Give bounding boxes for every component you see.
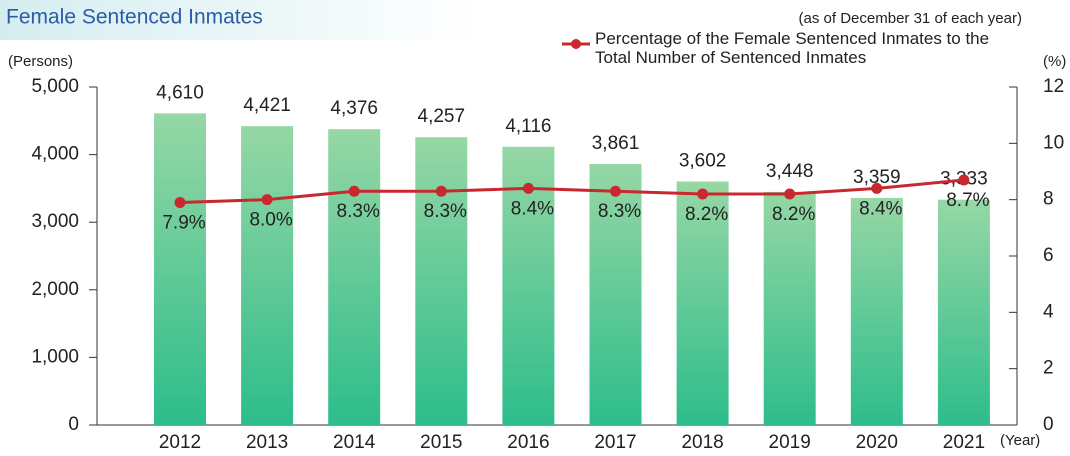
y-tick-label: 3,000 [31,211,79,232]
subtitle: (as of December 31 of each year) [799,10,1022,27]
bar [676,181,729,425]
line-marker [784,188,796,200]
legend-marker [571,39,581,49]
y2-axis-label: (%) [1043,53,1066,70]
y2-tick-label: 12 [1043,76,1064,97]
x-tick-label: 2019 [769,432,811,453]
bar [850,197,903,425]
y2-tick-label: 10 [1043,132,1064,153]
bar-value-label: 4,257 [418,106,466,127]
y-tick-label: 1,000 [31,346,79,367]
line-marker [348,185,360,197]
bar-value-label: 4,610 [156,82,204,103]
y-axis-label: (Persons) [8,53,73,70]
x-tick-label: 2015 [420,432,462,453]
y2-tick-label: 0 [1043,414,1054,435]
y-tick-label: 2,000 [31,279,79,300]
bar-value-label: 3,861 [592,133,640,154]
legend-text: Percentage of the Female Sentenced Inmat… [595,29,990,67]
bar-value-label: 4,376 [330,98,378,119]
line-marker [261,194,273,206]
line-marker [435,185,447,197]
line-value-label: 8.3% [598,201,641,222]
bar [328,129,381,425]
bar-value-label: 3,359 [853,167,901,188]
y-tick-label: 5,000 [31,76,79,97]
bar-value-label: 3,602 [679,151,727,172]
y-tick-label: 0 [68,414,79,435]
y2-tick-label: 4 [1043,301,1054,322]
line-value-label: 8.3% [424,201,467,222]
chart-title: Female Sentenced Inmates [6,6,263,29]
line-value-label: 8.4% [511,198,554,219]
y2-tick-label: 8 [1043,189,1054,210]
y2-tick-label: 2 [1043,358,1054,379]
line-value-label: 8.4% [859,198,902,219]
x-tick-label: 2017 [594,432,636,453]
line-value-label: 8.2% [772,204,815,225]
line [179,178,965,204]
y2-tick-label: 6 [1043,245,1054,266]
title-band [0,0,1070,40]
bar [241,126,294,425]
line-marker [174,196,186,208]
x-tick-label: 2020 [856,432,898,453]
x-tick-label: 2013 [246,432,288,453]
bar-value-label: 3,448 [766,161,814,182]
line-value-label: 8.3% [337,201,380,222]
bar [763,191,816,425]
line-marker [697,188,709,200]
bar [154,113,206,425]
line-marker [522,182,534,194]
x-tick-label: 2021 [943,432,985,453]
x-tick-label: 2018 [681,432,723,453]
bar [415,137,468,425]
line-value-label: 7.9% [162,212,205,233]
line-marker [610,185,621,197]
line-value-label: 8.0% [249,210,292,231]
x-tick-label: 2014 [333,432,376,453]
y-tick-label: 4,000 [31,144,79,165]
x-tick-label: 2012 [159,432,201,453]
x-tick-label: 2016 [507,432,549,453]
bar-value-label: 4,421 [243,95,291,116]
line-value-label: 8.7% [946,190,989,211]
line-value-label: 8.2% [685,204,728,225]
line-marker [958,174,970,186]
bar [589,163,642,425]
x-axis-label: (Year) [1000,432,1040,449]
line-marker [871,182,883,194]
bar [937,199,990,425]
bar-value-label: 4,116 [505,116,551,137]
